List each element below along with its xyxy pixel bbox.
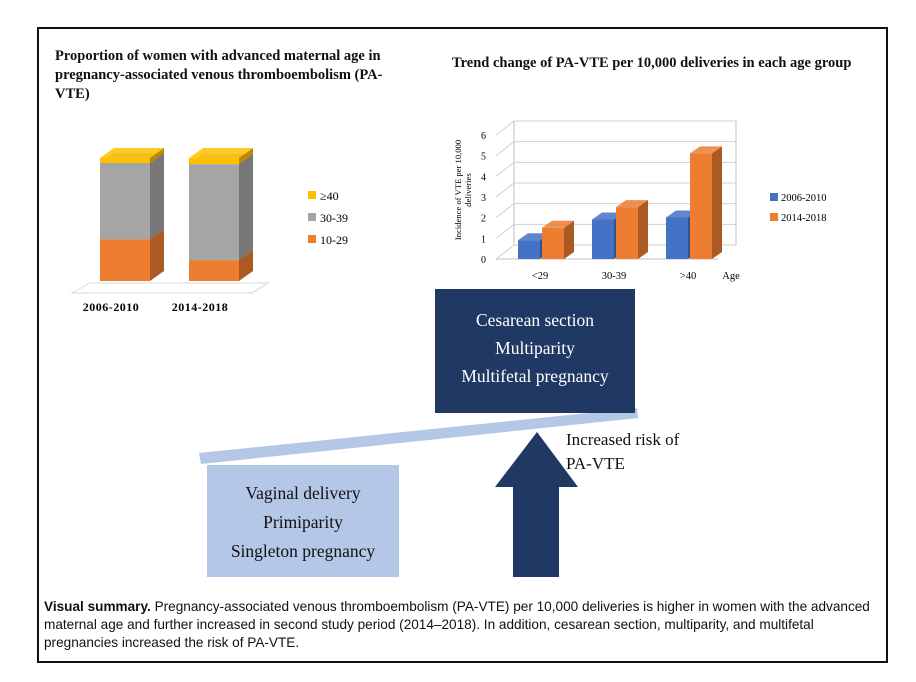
grouped-bar-chart: 0 1 2 3 4 5 6 <29 30-39 >40 Age Incidence of VTE pe… [453, 120, 827, 282]
stack-segment-40-front [189, 158, 239, 165]
stack-segment-1029-front [189, 260, 239, 281]
bar-2006-2010-front [518, 240, 540, 259]
stack-segment-40-top [100, 148, 164, 158]
high-risk-factor: Multiparity [495, 338, 575, 358]
bar-2014-2018 [542, 220, 574, 259]
bar-2014-2018-side [712, 146, 722, 259]
y-tick-label: 6 [481, 131, 486, 142]
low-risk-factor: Vaginal delivery [245, 483, 361, 503]
stack-segment-1029-side [150, 229, 164, 281]
bar-2006-2010-front [666, 217, 688, 259]
bar-2006-2010-front [592, 219, 614, 259]
high-risk-factors-box: Cesarean section Multiparity Multifetal … [435, 289, 635, 413]
bar-2014-2018 [690, 146, 722, 259]
seesaw-beam [199, 408, 638, 464]
legend-label: 30-39 [320, 211, 348, 225]
stack-segment-40 [100, 148, 164, 163]
stacked-bar-chart: 2006-2010 2014-2018 ≥40 30-39 10-29 [70, 148, 348, 314]
stack-segment-40-front [100, 158, 150, 163]
side-gridline [495, 161, 515, 177]
chart-floor [70, 282, 270, 294]
y-tick-label: 0 [481, 255, 486, 266]
y-tick-label: 2 [481, 214, 486, 225]
legend-label: ≥40 [320, 189, 339, 203]
high-risk-factor: Multifetal pregnancy [461, 366, 609, 386]
y-tick-label: 5 [481, 152, 486, 163]
y-axis-label: Incidence of VTE per 10,000deliveries [453, 140, 473, 240]
legend-swatch [308, 235, 316, 243]
bar-2014-2018-front [616, 207, 638, 259]
up-arrow [495, 432, 578, 577]
legend-swatch [308, 191, 316, 199]
x-axis-label: Age [722, 271, 740, 282]
low-risk-factor: Primiparity [263, 512, 343, 532]
legend-swatch [770, 213, 778, 221]
y-axis-label-line: deliveries [463, 173, 473, 207]
stack-segment-40 [189, 148, 253, 165]
y-tick-label: 3 [481, 193, 486, 204]
side-gridline [495, 120, 515, 136]
summary-text: Pregnancy-associated venous thromboembol… [44, 599, 870, 650]
bar-2014-2018-front [690, 153, 712, 259]
legend-label: 10-29 [320, 233, 348, 247]
y-axis-label-line: Incidence of VTE per 10,000 [453, 140, 463, 240]
side-gridline [495, 182, 515, 198]
bar-2014-2018 [616, 200, 648, 259]
stack-segment-3039 [100, 152, 164, 240]
side-gridline [495, 223, 515, 239]
bar-2014-2018-side [638, 200, 648, 259]
x-tick-label: 2006-2010 [83, 300, 140, 314]
stack-segment-3039-side [239, 154, 253, 261]
side-gridline [495, 203, 515, 219]
bar-2014-2018-side [564, 220, 574, 259]
bar-2014-2018-top [542, 220, 574, 228]
arrow-label: Increased risk of PA-VTE [566, 428, 716, 476]
arrow-label-line: PA-VTE [566, 454, 625, 473]
x-tick-label: <29 [532, 271, 548, 282]
stack-segment-40-side [150, 148, 164, 163]
stack-segment-40-side [239, 148, 253, 165]
left-chart-title: Proportion of women with advanced matern… [55, 48, 383, 102]
stack-segment-1029-front [100, 239, 150, 281]
figure-frame [37, 27, 888, 663]
legend-swatch [770, 193, 778, 201]
legend-label: 2014-2018 [781, 213, 827, 224]
x-tick-label: 2014-2018 [172, 300, 229, 314]
arrow-label-line: Increased risk of [566, 430, 680, 449]
side-gridline [495, 141, 515, 157]
legend-swatch [308, 213, 316, 221]
right-chart-title: Trend change of PA-VTE per 10,000 delive… [452, 55, 852, 71]
stack-segment-3039-front [189, 164, 239, 261]
bar-2014-2018-top [616, 200, 648, 208]
legend-label: 2006-2010 [781, 193, 827, 204]
low-risk-factor: Singleton pregnancy [230, 541, 376, 561]
summary-lead: Visual summary. [44, 599, 151, 614]
low-risk-factors-box: Vaginal delivery Primiparity Singleton p… [207, 465, 399, 577]
stack-segment-1029-side [239, 250, 253, 281]
x-tick-label: 30-39 [602, 271, 627, 282]
bar-2014-2018-front [542, 227, 564, 259]
stack-segment-3039-front [100, 162, 150, 240]
visual-summary: Visual summary. Pregnancy-associated ven… [44, 598, 882, 652]
bar-2014-2018-top [690, 146, 722, 154]
stack-segment-3039 [189, 154, 253, 261]
y-tick-label: 1 [481, 234, 486, 245]
y-tick-label: 4 [481, 172, 486, 183]
stack-segment-3039-side [150, 152, 164, 240]
high-risk-factor: Cesarean section [475, 310, 595, 330]
stack-segment-40-top [189, 148, 253, 158]
side-gridline [495, 244, 515, 260]
x-tick-label: >40 [680, 271, 696, 282]
